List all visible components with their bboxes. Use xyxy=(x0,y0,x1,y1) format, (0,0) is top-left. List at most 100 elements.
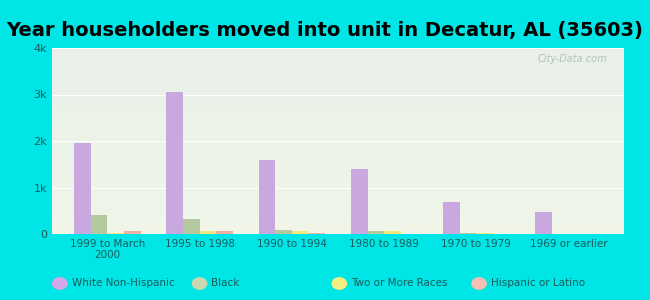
Bar xyxy=(52,223,624,225)
Bar xyxy=(52,204,624,206)
Bar xyxy=(200,231,216,234)
Bar xyxy=(183,219,200,234)
Bar xyxy=(259,160,275,234)
Bar xyxy=(52,111,624,113)
Bar xyxy=(52,110,624,111)
Text: City-Data.com: City-Data.com xyxy=(537,54,607,64)
Bar xyxy=(52,189,624,191)
Bar xyxy=(52,63,624,65)
Bar xyxy=(52,85,624,87)
Bar xyxy=(52,121,624,122)
Bar xyxy=(52,52,624,54)
Bar xyxy=(52,200,624,202)
Bar xyxy=(52,122,624,124)
Bar xyxy=(52,134,624,135)
Bar xyxy=(52,228,624,230)
Bar xyxy=(52,221,624,223)
Bar xyxy=(52,93,624,94)
Bar xyxy=(52,78,624,80)
Bar xyxy=(52,139,624,141)
Bar xyxy=(275,230,292,234)
Bar xyxy=(52,202,624,204)
Bar xyxy=(52,119,624,121)
Bar xyxy=(52,54,624,56)
Bar xyxy=(52,72,624,74)
Bar xyxy=(52,163,624,165)
Text: Black: Black xyxy=(211,278,240,289)
Bar xyxy=(52,212,624,214)
Bar xyxy=(52,135,624,137)
Bar xyxy=(52,82,624,83)
Bar xyxy=(476,232,493,234)
Bar xyxy=(216,231,233,234)
Bar xyxy=(52,67,624,68)
Bar xyxy=(52,126,624,128)
Bar xyxy=(52,217,624,219)
Bar xyxy=(52,184,624,186)
Text: Two or More Races: Two or More Races xyxy=(351,278,447,289)
Bar xyxy=(52,107,624,110)
Bar xyxy=(351,169,367,234)
Bar xyxy=(52,61,624,63)
Bar xyxy=(52,115,624,117)
Bar xyxy=(52,160,624,161)
Bar xyxy=(52,132,624,134)
Bar xyxy=(384,231,401,234)
Bar xyxy=(52,83,624,85)
Bar xyxy=(52,226,624,228)
Bar xyxy=(52,87,624,89)
Bar xyxy=(52,89,624,91)
Bar xyxy=(52,143,624,145)
Bar xyxy=(52,68,624,70)
Bar xyxy=(52,165,624,167)
Bar xyxy=(52,145,624,147)
Bar xyxy=(52,215,624,217)
Bar xyxy=(52,50,624,52)
Text: Hispanic or Latino: Hispanic or Latino xyxy=(491,278,585,289)
Bar xyxy=(52,124,624,126)
Bar xyxy=(52,102,624,104)
Bar xyxy=(52,156,624,158)
Bar xyxy=(91,215,107,234)
Bar xyxy=(52,191,624,193)
Bar xyxy=(52,232,624,234)
Bar xyxy=(52,199,624,200)
Bar xyxy=(309,232,325,234)
Bar xyxy=(367,231,384,234)
Bar xyxy=(52,172,624,175)
Bar xyxy=(52,70,624,72)
Bar xyxy=(52,130,624,132)
Bar xyxy=(52,100,624,102)
Bar xyxy=(166,92,183,234)
Bar xyxy=(52,178,624,180)
Bar xyxy=(52,59,624,61)
Bar xyxy=(52,152,624,154)
Bar xyxy=(52,158,624,160)
Bar xyxy=(52,195,624,197)
Bar xyxy=(52,210,624,212)
Bar xyxy=(52,219,624,221)
Bar xyxy=(52,193,624,195)
Bar xyxy=(52,167,624,169)
Bar xyxy=(52,106,624,107)
Bar xyxy=(52,176,624,178)
Bar xyxy=(52,197,624,199)
Bar xyxy=(292,231,309,234)
Bar xyxy=(52,48,624,50)
Bar xyxy=(52,76,624,78)
Bar xyxy=(52,141,624,143)
Bar xyxy=(52,182,624,184)
Bar xyxy=(52,117,624,119)
Bar xyxy=(52,137,624,139)
Bar xyxy=(52,128,624,130)
Bar xyxy=(52,104,624,106)
Bar xyxy=(52,113,624,115)
Bar xyxy=(52,161,624,163)
Bar xyxy=(52,57,624,59)
Bar xyxy=(52,208,624,210)
Bar xyxy=(52,150,624,152)
Bar xyxy=(52,65,624,67)
Bar xyxy=(52,188,624,189)
Bar xyxy=(52,214,624,215)
Bar xyxy=(107,232,124,234)
